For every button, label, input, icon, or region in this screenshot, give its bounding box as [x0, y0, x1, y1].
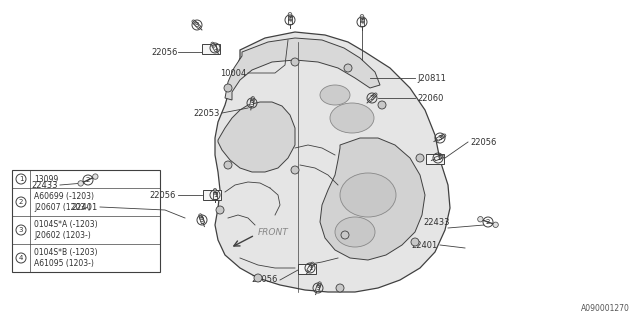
Text: 3: 3: [200, 217, 204, 223]
Polygon shape: [311, 262, 314, 266]
Polygon shape: [213, 188, 217, 192]
Text: 1: 1: [212, 192, 217, 198]
Ellipse shape: [320, 85, 350, 105]
Ellipse shape: [330, 103, 374, 133]
Text: 10004: 10004: [220, 68, 246, 77]
Bar: [202, 44, 220, 54]
Text: A61095 (1203-): A61095 (1203-): [34, 259, 94, 268]
Text: 3: 3: [19, 227, 23, 233]
Text: 22056: 22056: [470, 138, 497, 147]
Text: J20607 (1203-): J20607 (1203-): [34, 203, 91, 212]
Polygon shape: [442, 134, 446, 137]
Text: 4: 4: [19, 255, 23, 261]
Text: 1: 1: [436, 155, 440, 161]
Bar: [250, 99, 254, 107]
Text: 4: 4: [288, 17, 292, 23]
Polygon shape: [320, 138, 425, 260]
Circle shape: [93, 174, 98, 179]
Bar: [436, 135, 444, 141]
Bar: [426, 154, 444, 164]
Text: 3: 3: [438, 135, 442, 141]
Text: 2: 2: [370, 95, 374, 101]
Bar: [434, 155, 442, 161]
Polygon shape: [211, 42, 214, 45]
Text: 3: 3: [195, 22, 199, 28]
Polygon shape: [318, 282, 321, 285]
Text: 22401: 22401: [72, 203, 98, 212]
Polygon shape: [192, 20, 195, 23]
Polygon shape: [360, 15, 364, 18]
Text: 22056: 22056: [150, 190, 176, 199]
Bar: [12, 170, 160, 272]
Bar: [368, 94, 376, 102]
Bar: [307, 264, 313, 272]
Text: 1: 1: [308, 265, 312, 271]
Text: 13099: 13099: [34, 174, 58, 183]
Circle shape: [216, 206, 224, 214]
Ellipse shape: [335, 217, 375, 247]
Circle shape: [344, 64, 352, 72]
Text: 22056: 22056: [252, 276, 278, 284]
Text: 22056: 22056: [152, 47, 178, 57]
Bar: [203, 190, 221, 200]
Circle shape: [291, 166, 299, 174]
Text: J20602 (1203-): J20602 (1203-): [34, 231, 91, 240]
Bar: [360, 18, 364, 26]
Text: 4: 4: [360, 19, 364, 25]
Circle shape: [416, 154, 424, 162]
Bar: [212, 44, 218, 52]
Text: FRONT: FRONT: [258, 228, 289, 236]
Circle shape: [336, 284, 344, 292]
Text: A60699 (-1203): A60699 (-1203): [34, 192, 94, 201]
Bar: [298, 264, 316, 274]
Text: 1: 1: [212, 45, 217, 51]
Text: 0104S*A (-1203): 0104S*A (-1203): [34, 220, 98, 229]
Polygon shape: [215, 32, 450, 292]
Text: 2: 2: [86, 177, 90, 183]
Circle shape: [291, 58, 299, 66]
Text: 22433: 22433: [31, 180, 58, 189]
Text: 1: 1: [19, 176, 23, 182]
Polygon shape: [225, 38, 380, 100]
Circle shape: [378, 101, 386, 109]
Text: 2: 2: [486, 219, 490, 225]
Polygon shape: [441, 155, 444, 158]
Bar: [315, 284, 321, 292]
Text: A090001270: A090001270: [581, 304, 630, 313]
Circle shape: [224, 161, 232, 169]
Circle shape: [493, 222, 499, 228]
Polygon shape: [374, 93, 377, 96]
Text: 2: 2: [19, 199, 23, 205]
Bar: [213, 191, 217, 198]
Text: 22401: 22401: [412, 241, 438, 250]
Text: 22053: 22053: [194, 108, 220, 117]
Text: 3: 3: [250, 100, 254, 106]
Bar: [288, 16, 292, 24]
Ellipse shape: [340, 173, 396, 217]
Circle shape: [78, 181, 83, 186]
Text: 3: 3: [316, 285, 320, 291]
Polygon shape: [218, 102, 295, 172]
Circle shape: [341, 231, 349, 239]
Polygon shape: [288, 13, 292, 16]
Bar: [199, 216, 205, 224]
Text: 0104S*B (-1203): 0104S*B (-1203): [34, 248, 97, 257]
Circle shape: [411, 238, 419, 246]
Text: 22433: 22433: [424, 218, 450, 227]
Circle shape: [477, 217, 483, 222]
Text: J20811: J20811: [417, 74, 446, 83]
Bar: [193, 21, 201, 29]
Circle shape: [254, 274, 262, 282]
Polygon shape: [251, 97, 255, 100]
Polygon shape: [198, 214, 202, 217]
Circle shape: [224, 84, 232, 92]
Text: 22060: 22060: [417, 93, 444, 102]
